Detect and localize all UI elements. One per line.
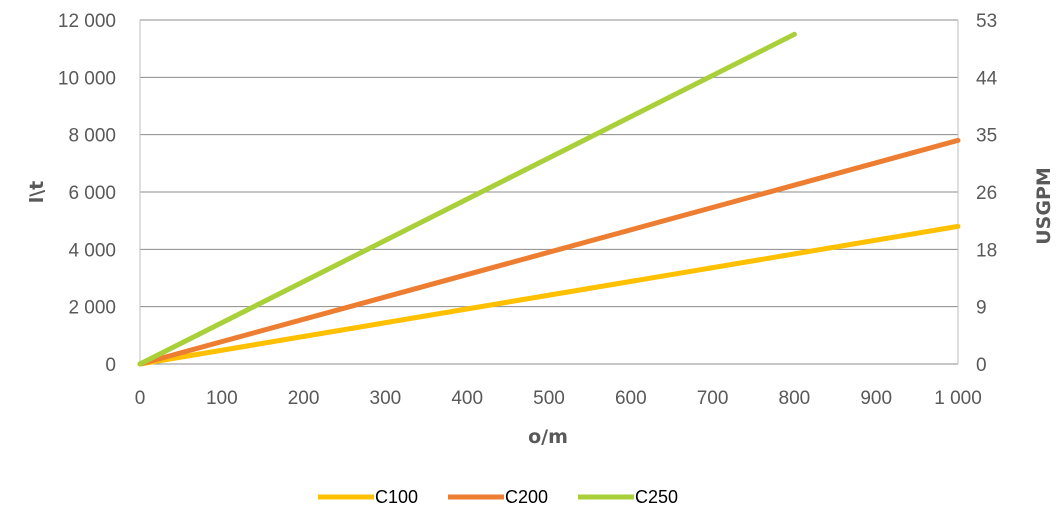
y2-tick-label: 44: [976, 68, 998, 89]
x-tick-label: 300: [370, 388, 402, 409]
legend-label-c200: C200: [505, 487, 548, 507]
y-axis-title: l\t: [26, 181, 48, 204]
x-tick-label: 200: [288, 388, 320, 409]
x-tick-label: 500: [533, 388, 565, 409]
legend: C100 C200 C250: [318, 487, 678, 507]
x-tick-label: 0: [135, 388, 146, 409]
x-tick-label: 600: [615, 388, 647, 409]
x-tick-label: 1 000: [934, 388, 982, 409]
x-axis-title: o/m: [528, 426, 568, 448]
series-line-c100: [137, 223, 961, 367]
y-axis-ticks: 0 2 000 4 000 6 000 8 000 10 000 12 000: [58, 11, 116, 376]
y-tick-label: 2 000: [68, 298, 116, 319]
y-tick-label: 6 000: [68, 183, 116, 204]
x-tick-label: 100: [206, 388, 238, 409]
y-tick-label: 4 000: [68, 240, 116, 261]
series-line-c200: [137, 137, 961, 367]
x-tick-label: 400: [451, 388, 483, 409]
x-tick-label: 900: [860, 388, 892, 409]
y2-axis-ticks: 0 9 18 26 35 44 53: [976, 11, 998, 376]
legend-label-c100: C100: [375, 487, 418, 507]
y2-tick-label: 9: [976, 298, 987, 319]
y2-tick-label: 35: [976, 126, 997, 147]
y-tick-label: 8 000: [68, 126, 116, 147]
gridlines: [140, 76, 958, 308]
y2-axis-title: USGPM: [1033, 167, 1055, 245]
y2-tick-label: 18: [976, 240, 997, 261]
x-tick-label: 800: [779, 388, 811, 409]
y-tick-label: 12 000: [58, 11, 116, 32]
y2-tick-label: 53: [976, 11, 997, 32]
series-line-c250: [137, 31, 797, 367]
series-lines: [137, 31, 961, 367]
legend-label-c250: C250: [635, 487, 678, 507]
x-tick-label: 700: [697, 388, 729, 409]
plot-frame: [139, 19, 959, 365]
y2-tick-label: 0: [976, 355, 987, 376]
y-tick-label: 0: [105, 355, 116, 376]
x-axis-ticks: 0 100 200 300 400 500 600 700 800 900 1 000: [135, 388, 982, 409]
y2-tick-label: 26: [976, 183, 997, 204]
y-tick-label: 10 000: [58, 68, 116, 89]
